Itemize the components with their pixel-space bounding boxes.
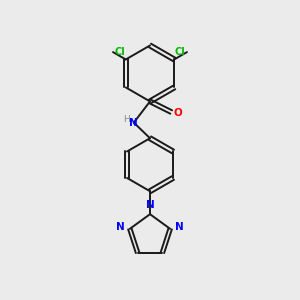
Text: Cl: Cl [115,47,125,57]
Text: N: N [175,222,184,232]
Text: N: N [129,118,138,128]
Text: O: O [173,109,182,118]
Text: N: N [116,222,125,232]
Text: H: H [123,115,129,124]
Text: N: N [146,200,154,210]
Text: Cl: Cl [175,47,185,57]
